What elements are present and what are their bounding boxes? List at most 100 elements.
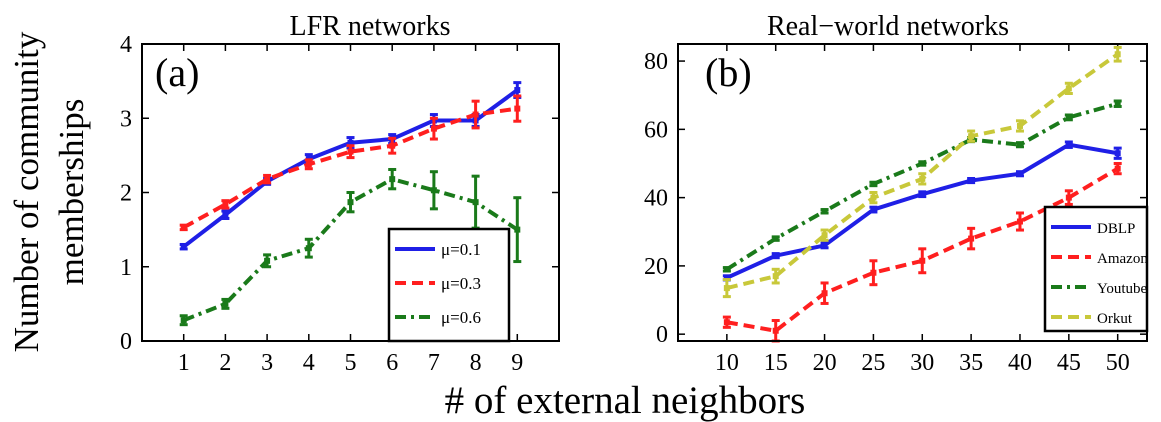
data-point xyxy=(870,194,877,201)
data-point xyxy=(1016,122,1023,129)
data-point xyxy=(1065,85,1072,92)
x-tick-label: 2 xyxy=(219,350,231,376)
data-point xyxy=(919,175,926,182)
error-bar xyxy=(1064,189,1073,206)
error-bar xyxy=(221,199,230,210)
data-point xyxy=(772,252,779,259)
data-point xyxy=(772,327,779,334)
x-tick-label: 10 xyxy=(715,350,739,376)
x-tick-label: 4 xyxy=(303,350,315,376)
error-bar xyxy=(513,196,522,264)
error-bar xyxy=(179,242,188,251)
error-bar xyxy=(179,314,188,327)
data-point xyxy=(514,105,521,112)
data-point xyxy=(821,232,828,239)
error-bar xyxy=(1015,211,1024,232)
error-bar xyxy=(722,315,731,329)
error-bar xyxy=(1064,81,1073,95)
data-point xyxy=(514,87,521,94)
data-point xyxy=(723,266,730,273)
data-point xyxy=(180,243,187,250)
y-tick-label: 80 xyxy=(644,49,668,75)
error-bar xyxy=(918,247,927,275)
data-point xyxy=(389,142,396,149)
error-bar xyxy=(263,173,272,185)
data-point xyxy=(264,176,271,183)
data-point xyxy=(968,177,975,184)
legend-label: μ=0.1 xyxy=(441,240,481,259)
legend: DBLP Amazon Youtube Orkut xyxy=(1043,205,1148,333)
data-point xyxy=(870,269,877,276)
data-point xyxy=(723,319,730,326)
chart-title: Real−world networks xyxy=(767,11,1009,42)
data-point xyxy=(347,139,354,146)
data-point xyxy=(968,133,975,140)
series-orkut xyxy=(722,45,1122,299)
error-bar xyxy=(771,252,780,260)
data-point xyxy=(472,111,479,118)
data-point xyxy=(821,290,828,297)
error-bar xyxy=(179,223,188,232)
x-tick-label: 15 xyxy=(764,350,788,376)
legend: μ=0.1 μ=0.3 μ=0.6 xyxy=(387,227,511,343)
y-axis-label-line2: memberships xyxy=(52,99,91,286)
series-amazon xyxy=(722,161,1122,343)
data-point xyxy=(1016,170,1023,177)
series-line xyxy=(182,88,519,249)
x-tick-label: 40 xyxy=(1008,350,1032,376)
error-bar xyxy=(304,237,313,259)
data-point xyxy=(919,160,926,167)
error-bar xyxy=(820,241,829,250)
error-bar xyxy=(513,94,522,123)
data-point xyxy=(472,199,479,206)
error-bar xyxy=(221,209,230,220)
data-point xyxy=(1016,218,1023,225)
series-dblp xyxy=(722,140,1122,282)
error-bar xyxy=(869,205,878,214)
error-bar xyxy=(1015,141,1024,149)
legend-label: μ=0.6 xyxy=(441,308,481,327)
data-point xyxy=(305,161,312,168)
data-point xyxy=(1114,165,1121,172)
x-tick-label: 1 xyxy=(178,350,190,376)
panel-b: Real−world networks 10 15 20 25 30 35 40 45 50 0 20… xyxy=(644,11,1148,376)
error-bar xyxy=(967,226,976,251)
data-point xyxy=(870,180,877,187)
data-point xyxy=(1114,100,1121,107)
data-point xyxy=(514,226,521,233)
y-tick-label: 60 xyxy=(644,117,668,143)
error-bar xyxy=(820,208,829,215)
legend-label: μ=0.3 xyxy=(441,274,481,293)
chart-title: LFR networks xyxy=(290,11,451,42)
data-point xyxy=(1114,150,1121,157)
x-axis-label: # of external neighbors xyxy=(445,379,806,422)
data-point xyxy=(919,257,926,264)
error-bar xyxy=(388,167,397,191)
error-bar xyxy=(1015,170,1024,178)
plot-frame xyxy=(677,43,1148,342)
error-bar xyxy=(918,172,927,186)
error-bar xyxy=(869,191,878,205)
series--0-3 xyxy=(179,94,522,232)
x-tick-label: 50 xyxy=(1106,350,1130,376)
x-tick-label: 5 xyxy=(345,350,357,376)
y-tick-label: 3 xyxy=(120,106,132,132)
data-point xyxy=(870,206,877,213)
data-point xyxy=(772,235,779,242)
series--0-6 xyxy=(179,167,522,327)
error-bar xyxy=(1113,161,1122,176)
error-bar xyxy=(1113,99,1122,108)
data-point xyxy=(821,242,828,249)
data-point xyxy=(1016,141,1023,148)
series-youtube xyxy=(722,99,1122,273)
y-tick-label: 2 xyxy=(120,181,132,207)
error-bar xyxy=(1113,45,1122,63)
series--0-1 xyxy=(179,81,522,251)
y-tick-label: 4 xyxy=(120,32,132,58)
data-point xyxy=(222,211,229,218)
data-point xyxy=(430,187,437,194)
data-point xyxy=(389,176,396,183)
y-axis-label-line1: Number of community xyxy=(7,31,46,352)
error-bar xyxy=(722,266,731,273)
